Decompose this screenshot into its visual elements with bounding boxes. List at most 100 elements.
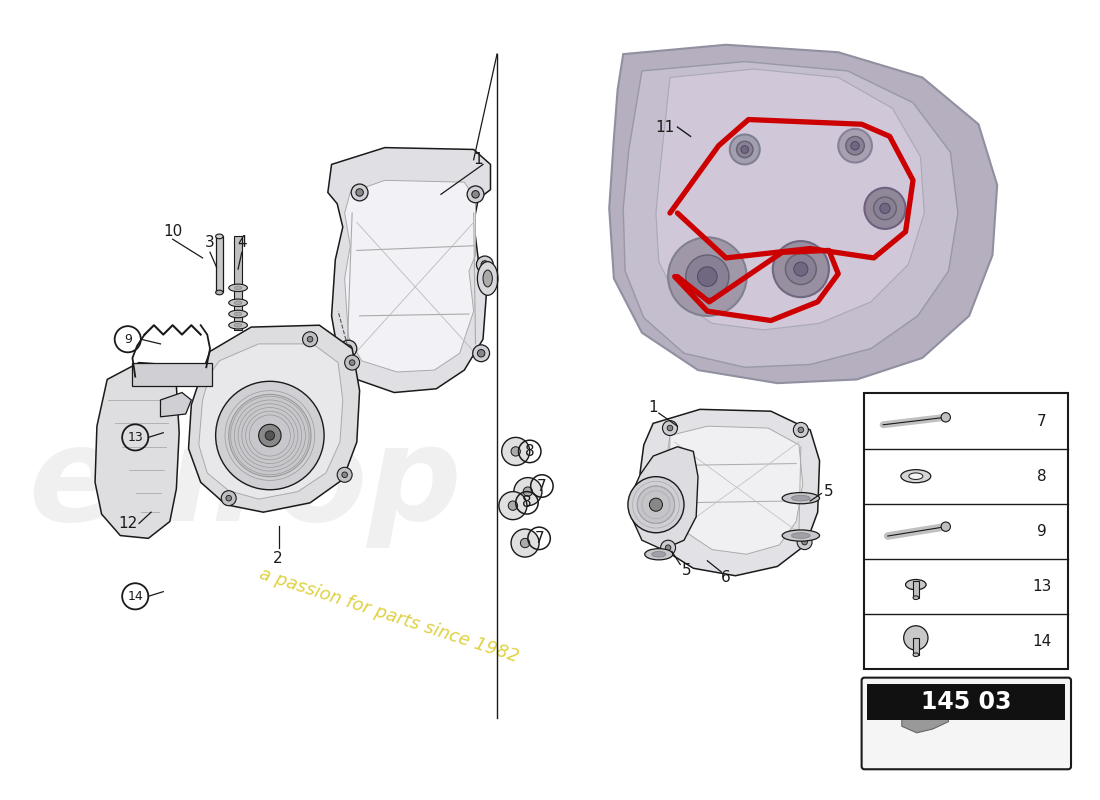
Bar [216, 237, 223, 293]
Circle shape [851, 142, 859, 150]
Circle shape [226, 495, 231, 501]
Circle shape [344, 355, 360, 370]
Circle shape [729, 134, 760, 165]
Text: 7: 7 [537, 478, 547, 494]
Polygon shape [199, 344, 343, 499]
Circle shape [356, 189, 363, 196]
Text: 13: 13 [1033, 579, 1052, 594]
Text: a passion for parts since 1982: a passion for parts since 1982 [257, 565, 521, 666]
Ellipse shape [234, 286, 242, 290]
Circle shape [258, 424, 282, 446]
Circle shape [737, 142, 754, 158]
Circle shape [307, 337, 312, 342]
Text: 14: 14 [1033, 634, 1052, 649]
Circle shape [342, 472, 348, 478]
Text: 145 03: 145 03 [921, 690, 1012, 714]
Text: 1: 1 [648, 400, 658, 415]
Circle shape [340, 340, 356, 357]
Circle shape [512, 446, 520, 456]
Circle shape [472, 190, 480, 198]
Ellipse shape [901, 470, 931, 482]
Circle shape [229, 394, 311, 477]
Circle shape [793, 422, 808, 438]
Text: 3: 3 [206, 235, 214, 250]
Circle shape [481, 261, 488, 268]
Polygon shape [161, 393, 191, 417]
Bar [867, 684, 1066, 720]
Text: 9: 9 [1037, 524, 1047, 539]
Circle shape [649, 498, 662, 511]
Text: 5: 5 [824, 484, 834, 499]
Circle shape [697, 266, 717, 286]
Text: 9: 9 [124, 333, 132, 346]
Circle shape [473, 345, 490, 362]
Circle shape [904, 626, 928, 650]
Polygon shape [609, 45, 998, 383]
FancyBboxPatch shape [861, 678, 1071, 770]
Ellipse shape [477, 262, 498, 295]
Bar [132, 362, 212, 386]
Text: 2: 2 [273, 551, 283, 566]
Text: 12: 12 [118, 516, 138, 531]
Ellipse shape [651, 551, 666, 557]
Text: 11: 11 [656, 119, 675, 134]
Ellipse shape [913, 596, 918, 599]
Bar [865, 394, 1068, 670]
Circle shape [265, 431, 275, 440]
Ellipse shape [229, 299, 248, 306]
Circle shape [662, 421, 678, 435]
Circle shape [785, 254, 816, 285]
Polygon shape [344, 180, 475, 372]
Circle shape [502, 438, 530, 466]
Ellipse shape [229, 322, 248, 329]
Circle shape [741, 146, 748, 154]
Text: europ: europ [28, 421, 462, 548]
Text: 10: 10 [163, 224, 183, 239]
Circle shape [508, 501, 518, 510]
Circle shape [514, 478, 542, 506]
Circle shape [350, 360, 355, 366]
Ellipse shape [234, 301, 242, 305]
Ellipse shape [782, 493, 820, 504]
Circle shape [351, 184, 369, 201]
Ellipse shape [913, 653, 918, 657]
Text: 4: 4 [236, 235, 246, 250]
Circle shape [338, 467, 352, 482]
Circle shape [865, 188, 905, 229]
Polygon shape [904, 701, 954, 709]
Text: 6: 6 [722, 570, 730, 585]
Polygon shape [624, 62, 958, 367]
Polygon shape [666, 426, 803, 554]
Circle shape [685, 255, 729, 298]
Circle shape [512, 529, 539, 557]
Text: 13: 13 [128, 431, 143, 444]
Circle shape [637, 486, 674, 523]
Circle shape [468, 186, 484, 202]
Bar [913, 581, 918, 598]
Circle shape [524, 487, 532, 496]
Ellipse shape [216, 290, 223, 295]
Circle shape [476, 256, 493, 273]
Ellipse shape [229, 310, 248, 318]
Circle shape [668, 238, 747, 316]
Circle shape [666, 545, 671, 550]
Ellipse shape [229, 284, 248, 291]
Bar [913, 638, 918, 654]
Ellipse shape [905, 579, 926, 590]
Circle shape [846, 137, 865, 155]
Circle shape [880, 203, 890, 214]
Circle shape [668, 426, 673, 431]
Circle shape [520, 538, 530, 548]
Ellipse shape [792, 495, 811, 501]
Polygon shape [632, 446, 698, 550]
Polygon shape [328, 147, 491, 393]
Ellipse shape [645, 549, 673, 560]
Polygon shape [95, 362, 179, 538]
Circle shape [942, 522, 950, 531]
Text: 8: 8 [1037, 469, 1047, 484]
Polygon shape [656, 69, 924, 330]
Text: 14: 14 [128, 590, 143, 603]
Circle shape [942, 413, 950, 422]
Ellipse shape [792, 533, 811, 538]
Ellipse shape [909, 473, 923, 479]
